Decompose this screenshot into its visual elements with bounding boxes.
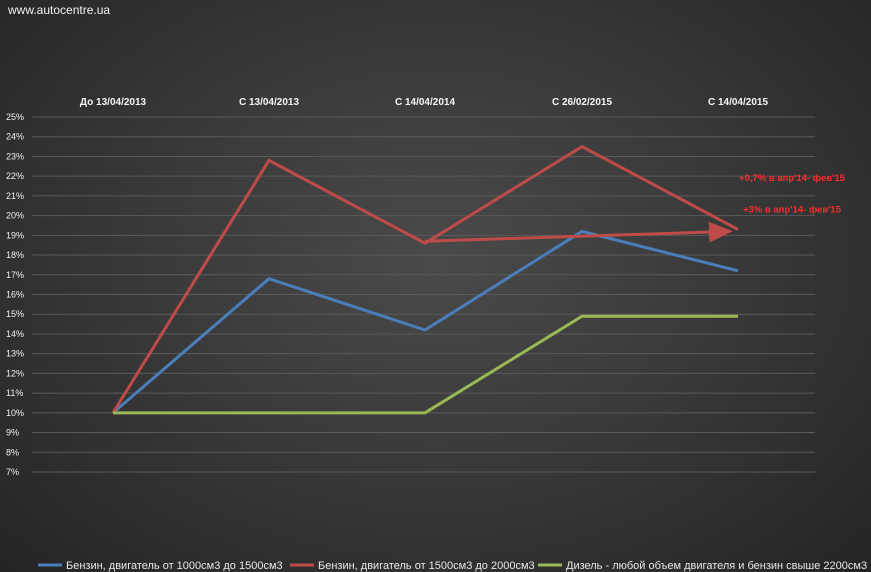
x-category-label: С 26/02/2015 [552,97,612,108]
y-tick-label: 10% [6,408,24,418]
y-tick-label: 14% [6,329,24,339]
annotation-label: +0,7% в апр'14- фев'15 [739,173,846,184]
y-tick-label: 23% [6,151,24,161]
watermark: www.autocentre.ua [8,3,111,17]
y-tick-label: 19% [6,230,24,240]
y-tick-label: 15% [6,309,24,319]
y-tick-label: 21% [6,191,24,201]
y-axis-ticks: 7% 8% 9% 10% 11% 12% 13% 14% 15% 16% 17% 18% 19% 20% 2… [6,112,24,477]
y-tick-label: 20% [6,211,24,221]
series-line-3 [113,314,738,415]
y-tick-label: 25% [6,112,24,122]
y-tick-label: 17% [6,270,24,280]
x-category-label: С 14/04/2014 [395,97,455,108]
legend: Бензин, двигатель от 1000см3 до 1500см3 Б… [38,560,867,572]
annotations: +0,7% в апр'14- фев'15 +3% в апр'14- фев'… [739,173,846,216]
x-category-label: С 14/04/2015 [708,97,768,108]
series-line-2 [111,144,739,414]
y-tick-label: 16% [6,290,24,300]
annotation-label: +3% в апр'14- фев'15 [743,205,842,216]
y-tick-label: 18% [6,250,24,260]
y-tick-label: 22% [6,171,24,181]
legend-label: Бензин, двигатель от 1500см3 до 2000см3 [318,560,535,572]
y-tick-label: 11% [6,388,23,398]
y-tick-label: 8% [6,447,19,457]
x-category-label: С 13/04/2013 [239,97,299,108]
legend-label: Дизель - любой объем двигателя и бензин … [566,560,867,572]
series-line-1 [112,229,739,414]
x-axis-categories: До 13/04/2013 С 13/04/2013 С 14/04/2014 С 2… [80,97,769,108]
y-tick-label: 24% [6,132,24,142]
trend-arrow-group [424,221,733,243]
y-tick-label: 7% [6,467,19,477]
y-tick-label: 9% [6,428,19,438]
x-category-label: До 13/04/2013 [80,97,147,108]
y-tick-label: 13% [6,349,24,359]
series-lines [111,144,739,415]
trend-arrow [424,221,733,243]
gridlines [32,116,815,473]
legend-label: Бензин, двигатель от 1000см3 до 1500см3 [66,560,283,572]
y-tick-label: 12% [6,368,24,378]
